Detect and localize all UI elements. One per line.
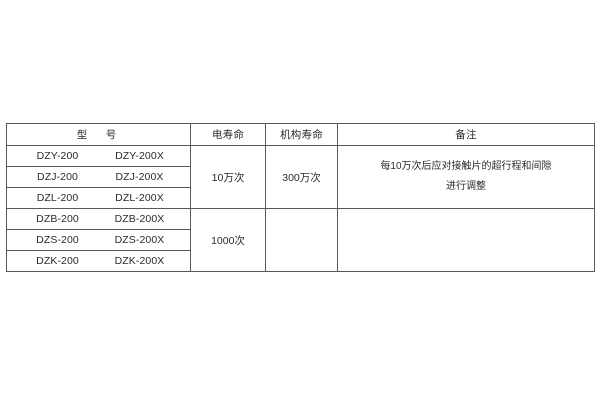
mechanical-life-lower [265, 208, 338, 272]
model-code-primary: DZB-200 [36, 213, 79, 225]
model-cell: DZY-200 DZY-200X [6, 145, 191, 167]
model-code-variant: DZY-200X [115, 150, 164, 162]
table-header: 型 号 电寿命 机构寿命 备注 [6, 123, 595, 146]
header-electrical-life: 电寿命 [190, 123, 266, 146]
table-row: DZB-200 DZB-200X 1000次 [6, 208, 595, 272]
model-cell: DZK-200 DZK-200X [6, 250, 191, 272]
model-code-variant: DZK-200X [114, 255, 165, 267]
model-code-variant: DZJ-200X [115, 171, 164, 183]
model-code-primary: DZS-200 [36, 234, 79, 246]
model-cell: DZL-200 DZL-200X [6, 187, 191, 209]
model-code-primary: DZJ-200 [37, 171, 78, 183]
model-cell: DZJ-200 DZJ-200X [6, 166, 191, 188]
remarks-line-2: 进行调整 [446, 181, 486, 192]
electrical-life-lower: 1000次 [190, 208, 266, 272]
table-header-row: 型 号 电寿命 机构寿命 备注 [6, 123, 595, 146]
remarks-upper: 每10万次后应对接触片的超行程和间隙 进行调整 [337, 145, 595, 209]
electrical-life-upper: 10万次 [190, 145, 266, 209]
model-code-primary: DZL-200 [36, 192, 79, 204]
model-code-variant: DZB-200X [114, 213, 165, 225]
specification-table: 型 号 电寿命 机构寿命 备注 DZY-200 DZY-200X 10万次 30… [6, 123, 595, 272]
table-row: DZJ-200 DZJ-200X [6, 166, 595, 188]
header-model: 型 号 [6, 123, 191, 146]
header-mechanical-life: 机构寿命 [265, 123, 338, 146]
model-cell: DZS-200 DZS-200X [6, 229, 191, 251]
table-body: DZY-200 DZY-200X 10万次 300万次 每10万次后应对接触片的… [6, 145, 595, 272]
table-row: DZS-200 DZS-200X [6, 229, 595, 251]
mechanical-life-upper: 300万次 [265, 145, 338, 209]
header-remarks: 备注 [337, 123, 595, 146]
model-code-primary: DZK-200 [36, 255, 79, 267]
remarks-lower [337, 208, 595, 272]
model-cell: DZB-200 DZB-200X [6, 208, 191, 230]
remarks-line-1: 每10万次后应对接触片的超行程和间隙 [380, 161, 552, 172]
model-code-primary: DZY-200 [36, 150, 79, 162]
table-row: DZK-200 DZK-200X [6, 250, 595, 272]
model-code-variant: DZS-200X [114, 234, 165, 246]
table-row: DZL-200 DZL-200X [6, 187, 595, 209]
table-row: DZY-200 DZY-200X 10万次 300万次 每10万次后应对接触片的… [6, 145, 595, 209]
model-code-variant: DZL-200X [115, 192, 164, 204]
